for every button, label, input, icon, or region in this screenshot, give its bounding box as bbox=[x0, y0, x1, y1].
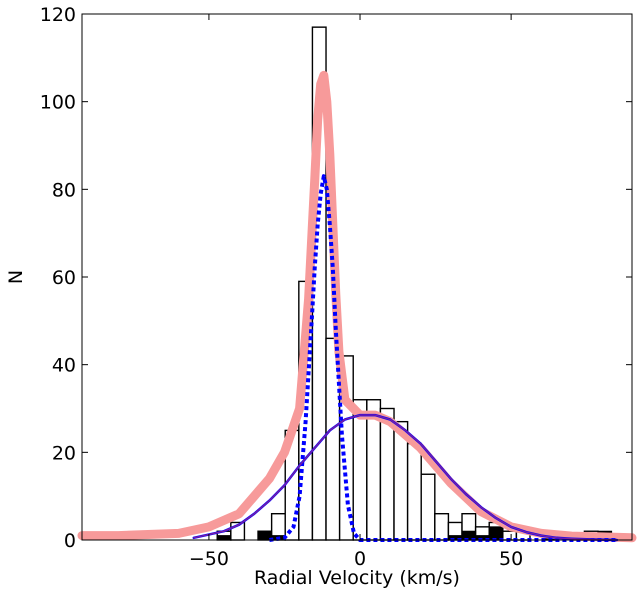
y-axis-label: N bbox=[5, 270, 27, 284]
total-fit-curve bbox=[77, 70, 637, 543]
y-tick-label: 120 bbox=[40, 4, 76, 26]
histogram-bar bbox=[420, 473, 436, 541]
histogram-filled-bar bbox=[216, 535, 232, 541]
x-axis-label: Radial Velocity (km/s) bbox=[254, 567, 460, 589]
x-tick-label: 50 bbox=[499, 548, 523, 570]
histogram-bar bbox=[352, 399, 368, 541]
x-tick-label: −50 bbox=[189, 548, 229, 570]
y-tick-label: 80 bbox=[52, 179, 76, 201]
axis-ticks: 0 20 40 60 80 100 120 −50 0 50 bbox=[40, 4, 632, 570]
x-tick-label: 0 bbox=[354, 548, 366, 570]
histogram-bar bbox=[434, 513, 450, 541]
y-tick-label: 20 bbox=[52, 442, 76, 464]
broad-overlay-curve bbox=[193, 414, 618, 541]
y-tick-label: 40 bbox=[52, 355, 76, 377]
y-tick-label: 100 bbox=[40, 92, 76, 114]
histogram-bar bbox=[406, 442, 422, 541]
y-tick-label: 0 bbox=[64, 530, 76, 552]
y-tick-label: 60 bbox=[52, 267, 76, 289]
